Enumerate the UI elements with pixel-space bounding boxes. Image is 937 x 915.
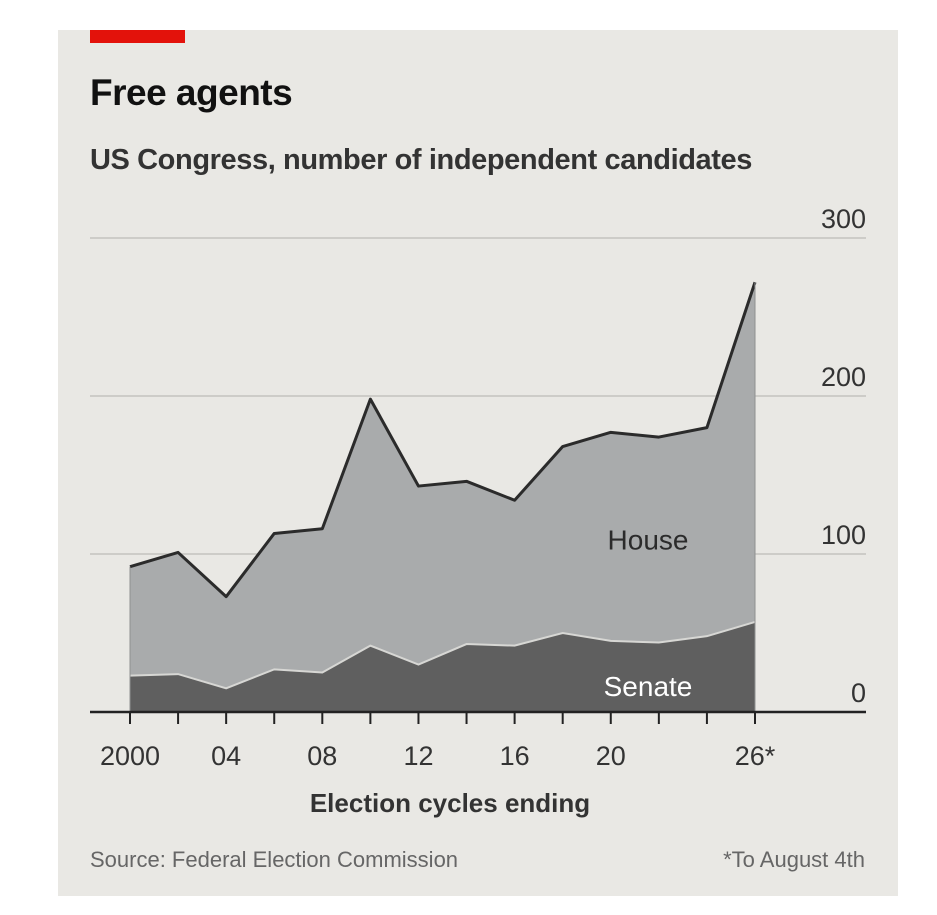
total-line <box>129 281 757 599</box>
x-tick-label-16: 16 <box>500 741 530 771</box>
chart-title: Free agents <box>90 72 293 113</box>
y-tick-label-100: 100 <box>821 520 866 550</box>
senate-area <box>130 621 755 712</box>
x-tick-label-20: 20 <box>596 741 626 771</box>
x-tick-label-26*: 26* <box>735 741 776 771</box>
x-tick-label-04: 04 <box>211 741 241 771</box>
chart-subtitle: US Congress, number of independent candi… <box>90 144 752 176</box>
x-tick-label-08: 08 <box>307 741 337 771</box>
x-tick-label-12: 12 <box>403 741 433 771</box>
brand-red-bar <box>90 30 185 43</box>
source-note: Source: Federal Election Commission <box>90 847 459 872</box>
house-area <box>130 282 755 712</box>
chart-panel <box>58 30 898 896</box>
footnote: *To August 4th <box>723 847 865 872</box>
senate-label: Senate <box>604 671 693 702</box>
senate-line <box>129 620 756 690</box>
y-tick-label-300: 300 <box>821 204 866 234</box>
y-tick-label-0: 0 <box>851 678 866 708</box>
x-tick-label-2000: 2000 <box>100 741 160 771</box>
house-label: House <box>608 524 689 555</box>
x-axis-title: Election cycles ending <box>309 788 591 818</box>
y-tick-label-200: 200 <box>821 362 866 392</box>
